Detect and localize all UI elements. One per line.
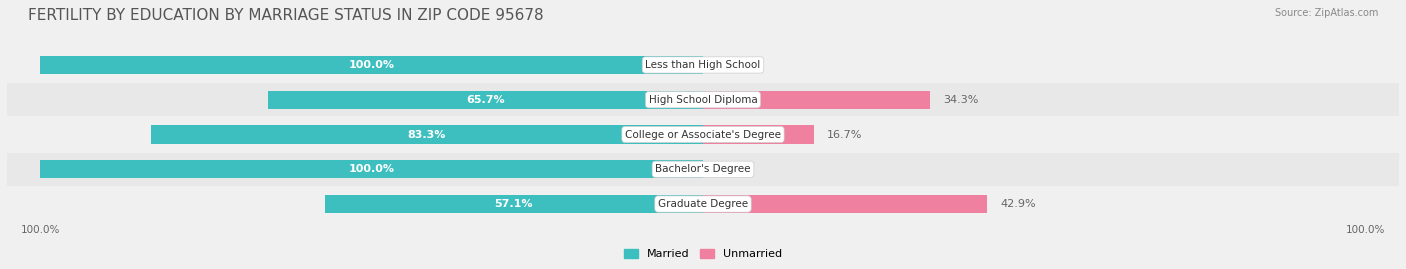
Text: 57.1%: 57.1% xyxy=(495,199,533,209)
Text: 16.7%: 16.7% xyxy=(827,129,862,140)
Text: 0.0%: 0.0% xyxy=(716,60,745,70)
Text: High School Diploma: High School Diploma xyxy=(648,95,758,105)
Text: 65.7%: 65.7% xyxy=(465,95,505,105)
Text: Bachelor's Degree: Bachelor's Degree xyxy=(655,164,751,174)
Bar xyxy=(325,195,703,213)
Text: 100.0%: 100.0% xyxy=(349,60,395,70)
Bar xyxy=(150,125,703,144)
Legend: Married, Unmarried: Married, Unmarried xyxy=(620,244,786,263)
Bar xyxy=(41,56,703,74)
Text: College or Associate's Degree: College or Associate's Degree xyxy=(626,129,780,140)
Bar xyxy=(703,91,931,109)
Text: 0.0%: 0.0% xyxy=(716,164,745,174)
Bar xyxy=(703,195,987,213)
Bar xyxy=(703,125,814,144)
Text: FERTILITY BY EDUCATION BY MARRIAGE STATUS IN ZIP CODE 95678: FERTILITY BY EDUCATION BY MARRIAGE STATU… xyxy=(28,8,544,23)
Text: Source: ZipAtlas.com: Source: ZipAtlas.com xyxy=(1274,8,1378,18)
Bar xyxy=(41,160,703,178)
Text: Less than High School: Less than High School xyxy=(645,60,761,70)
Text: 34.3%: 34.3% xyxy=(943,95,979,105)
Text: Graduate Degree: Graduate Degree xyxy=(658,199,748,209)
Text: 42.9%: 42.9% xyxy=(1001,199,1036,209)
Text: 83.3%: 83.3% xyxy=(408,129,446,140)
Text: 100.0%: 100.0% xyxy=(349,164,395,174)
Bar xyxy=(267,91,703,109)
